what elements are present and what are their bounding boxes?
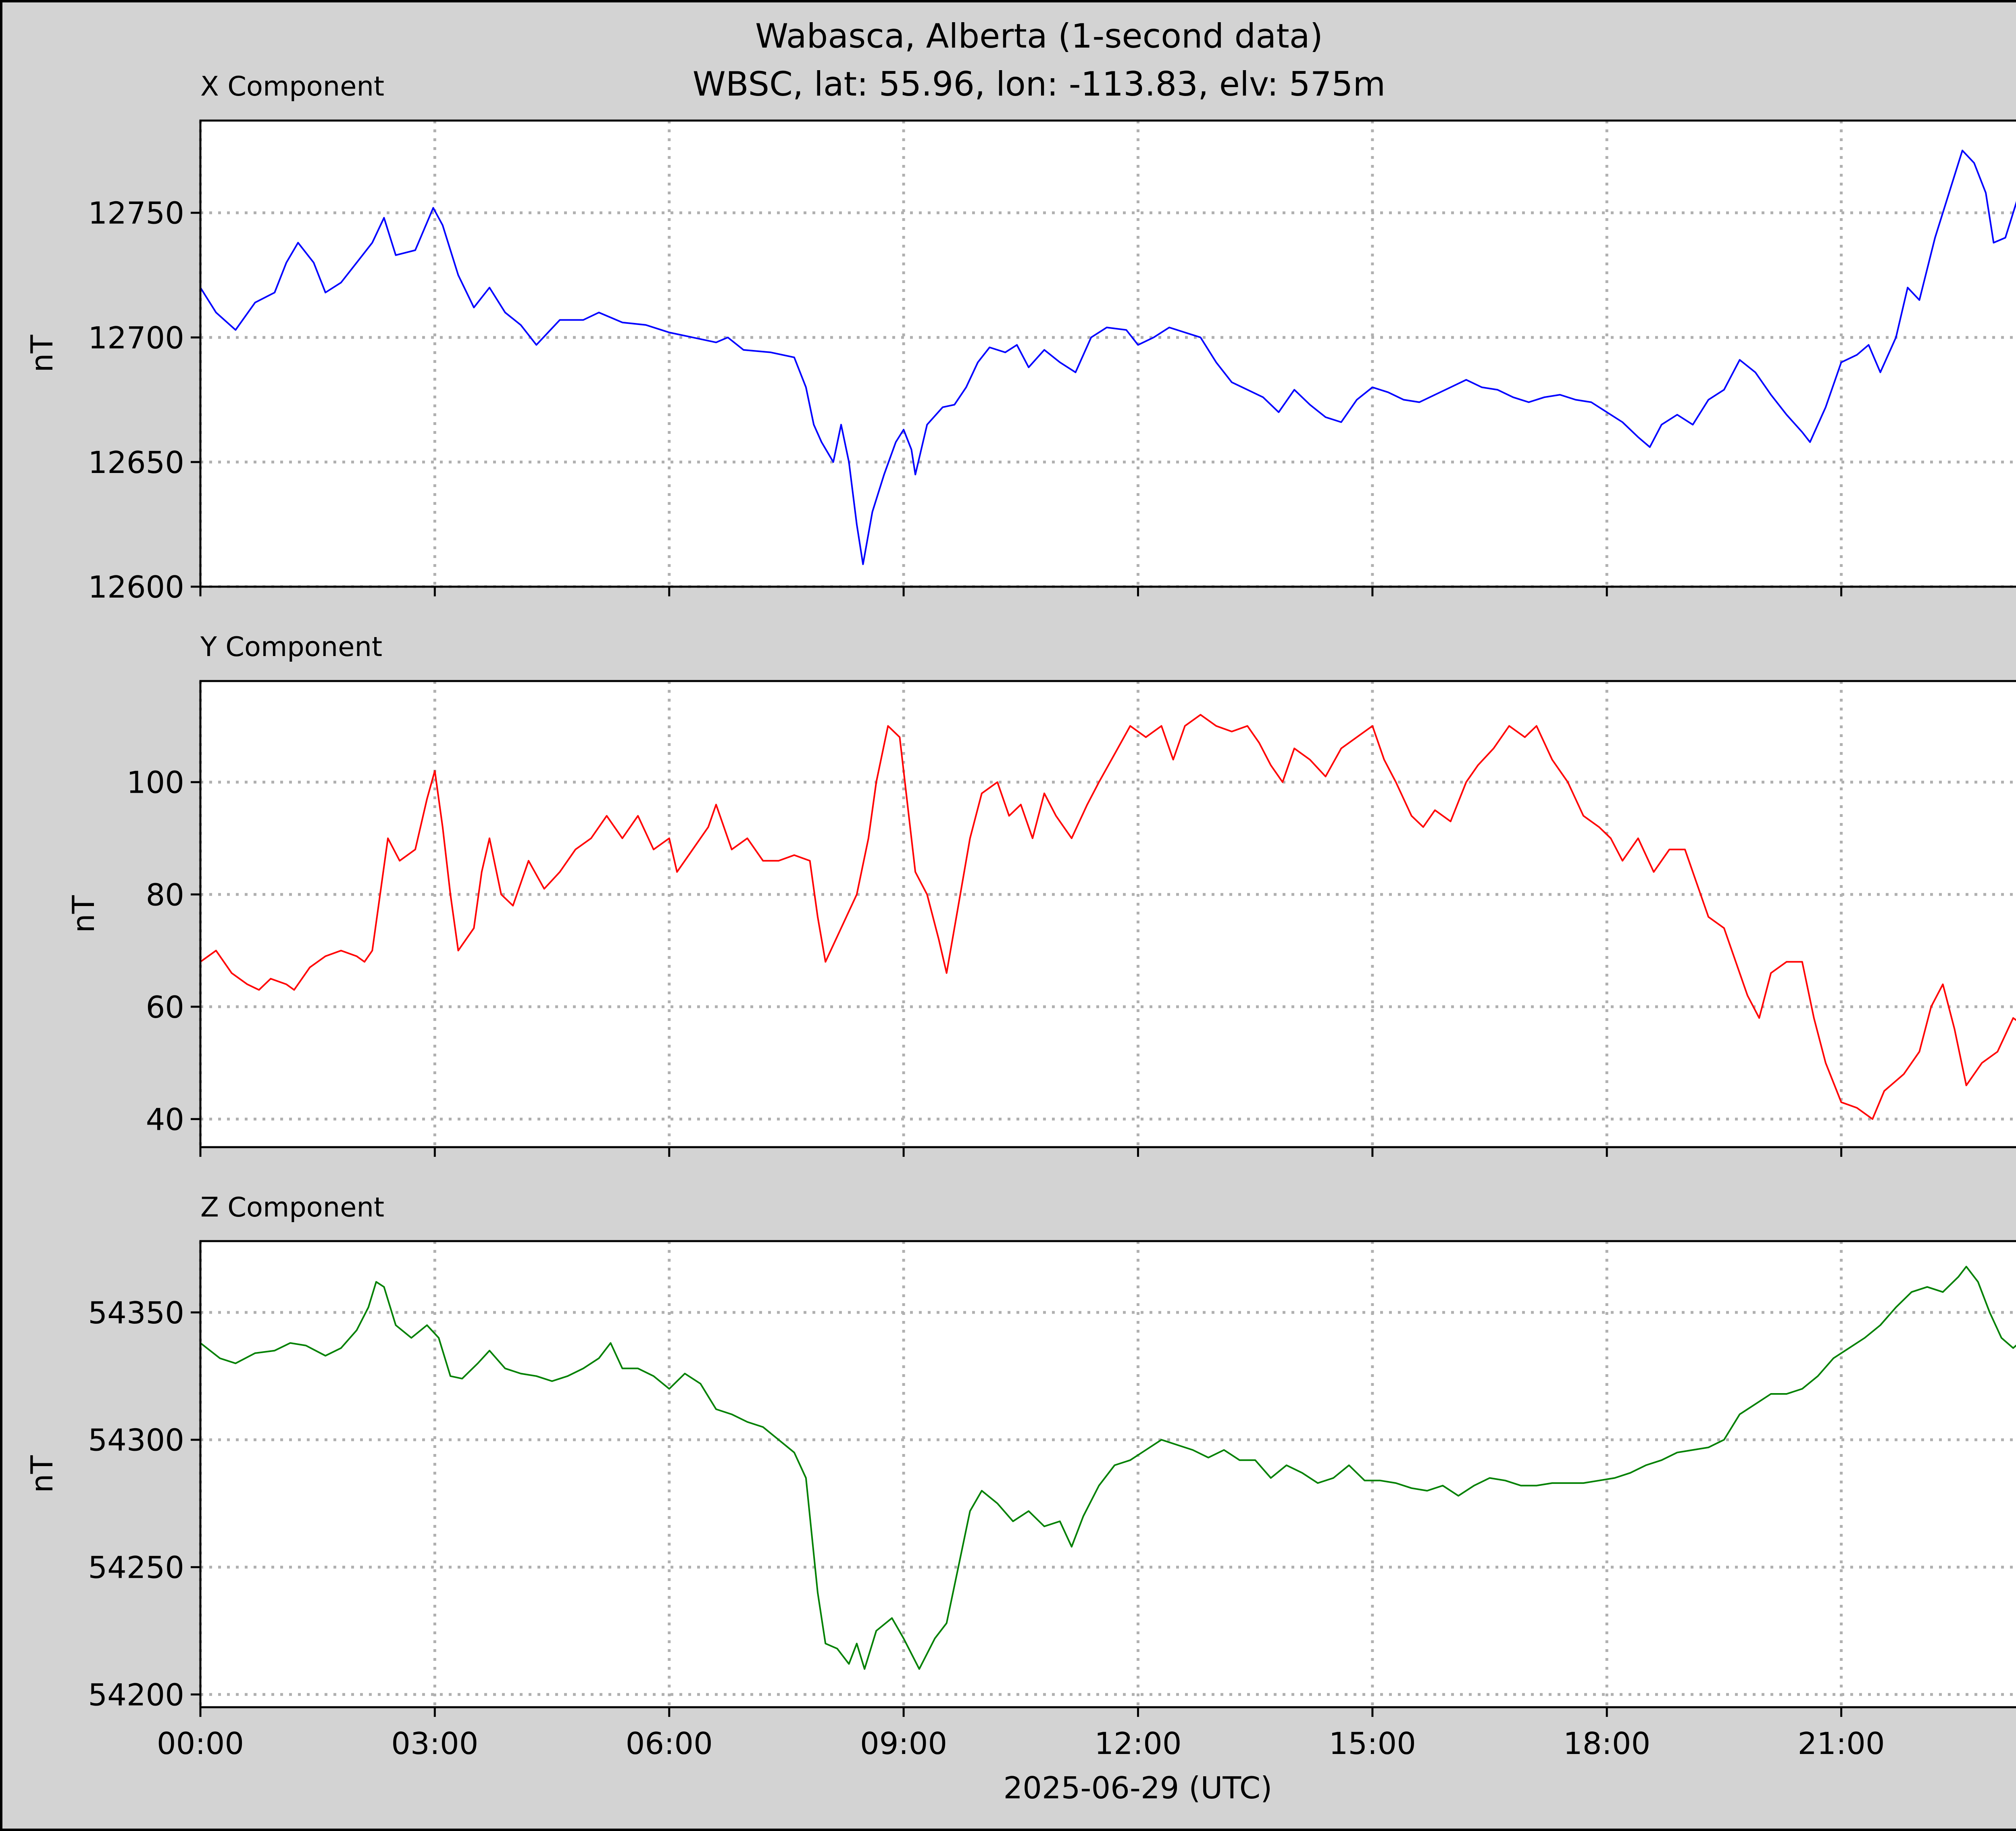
panel-x-series-line xyxy=(200,150,2016,565)
panel-z-y-tick-label: 54300 xyxy=(88,1423,184,1458)
panel-x-plot-area xyxy=(200,121,2016,587)
panel-x-x-ticks xyxy=(199,587,1843,596)
panel-z-grid xyxy=(199,1241,2016,1707)
panel-x-y-tick-label: 12600 xyxy=(88,569,184,605)
panel-x-title: X Component xyxy=(200,71,384,102)
x-tick-label: 03:00 xyxy=(391,1726,478,1761)
panel-y-x-ticks xyxy=(199,1147,1843,1157)
panel-y-series-line xyxy=(200,714,2016,1120)
x-axis-label: 2025-06-29 (UTC) xyxy=(1004,1770,1272,1806)
panel-y-grid xyxy=(199,681,2016,1147)
panel-y-y-tick-label: 80 xyxy=(146,877,184,912)
x-tick-label: 00:00 xyxy=(157,1726,244,1761)
panel-z-y-tick-label: 54250 xyxy=(88,1550,184,1585)
chart-title: Wabasca, Alberta (1-second data) xyxy=(755,17,1323,56)
panel-z-y-ticks: 54200 54250 54300 54350 xyxy=(88,1295,200,1712)
panel-y-y-ticks: 40 60 80 100 xyxy=(127,765,200,1137)
panel-x-y-tick-label: 12750 xyxy=(88,196,184,231)
x-tick-label: 12:00 xyxy=(1094,1726,1181,1761)
panel-y-title: Y Component xyxy=(200,631,382,662)
x-tick-label: 09:00 xyxy=(860,1726,947,1761)
panel-y-plot-area xyxy=(200,681,2016,1147)
panel-x: 12600 12650 12700 12750 X Component nT xyxy=(24,71,2016,605)
panel-z-title: Z Component xyxy=(200,1192,384,1223)
panel-z-x-ticks xyxy=(199,1707,1843,1717)
panel-z-ylabel: nT xyxy=(24,1455,60,1493)
panel-y-y-tick-label: 40 xyxy=(146,1102,184,1137)
panel-y-y-tick-label: 100 xyxy=(127,765,184,800)
x-tick-label: 06:00 xyxy=(626,1726,713,1761)
panel-z-y-tick-label: 54350 xyxy=(88,1295,184,1331)
x-tick-label: 15:00 xyxy=(1329,1726,1416,1761)
x-tick-labels: 00:00 03:00 06:00 09:00 12:00 15:00 18:00 21:00 xyxy=(157,1726,1885,1761)
panel-y: 40 60 80 100 Y Component nT xyxy=(66,631,2016,1157)
panel-x-y-tick-label: 12650 xyxy=(88,445,184,480)
panel-y-y-tick-label: 60 xyxy=(146,989,184,1025)
panel-z-series-line xyxy=(200,1266,2016,1670)
panel-x-y-tick-label: 12700 xyxy=(88,320,184,356)
chart-subtitle: WBSC, lat: 55.96, lon: -113.83, elv: 575… xyxy=(693,65,1385,104)
panel-x-y-ticks: 12600 12650 12700 12750 xyxy=(88,196,200,605)
panel-z-y-tick-label: 54200 xyxy=(88,1677,184,1712)
x-tick-label: 21:00 xyxy=(1798,1726,1885,1761)
x-tick-label: 18:00 xyxy=(1563,1726,1650,1761)
panel-x-ylabel: nT xyxy=(24,334,60,373)
panel-z: 54200 54250 54300 54350 Z Component nT xyxy=(24,1192,2016,1717)
panel-y-ylabel: nT xyxy=(66,895,101,933)
